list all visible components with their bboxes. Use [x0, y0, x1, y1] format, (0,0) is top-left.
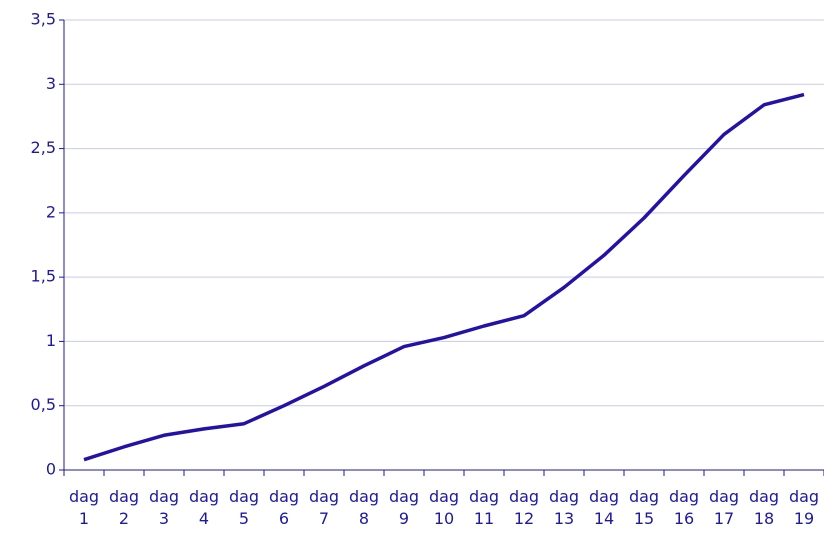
y-tick-label: 2,5: [31, 138, 56, 157]
x-tick-label: dag 13: [548, 487, 580, 528]
x-tick-label: dag 2: [108, 487, 140, 528]
x-tick-label: dag 16: [668, 487, 700, 528]
x-tick-label: dag 8: [348, 487, 380, 528]
x-tick-label: dag 19: [788, 487, 820, 528]
y-tick-label: 1: [46, 331, 56, 350]
x-tick-label: dag 14: [588, 487, 620, 528]
x-tick-label: dag 5: [228, 487, 260, 528]
y-tick-label: 3: [46, 74, 56, 93]
data-line: [83, 92, 805, 462]
x-tick-label: dag 1: [68, 487, 100, 528]
x-tick-label: dag 3: [148, 487, 180, 528]
x-tick-label: dag 11: [468, 487, 500, 528]
x-tick-label: dag 15: [628, 487, 660, 528]
y-tick-label: 3,5: [31, 10, 56, 29]
x-tick-label: dag 18: [748, 487, 780, 528]
x-tick-label: dag 10: [428, 487, 460, 528]
x-tick-label: dag 9: [388, 487, 420, 528]
y-tick-label: 1,5: [31, 267, 56, 286]
x-tick-label: dag 6: [268, 487, 300, 528]
y-tick-label: 0: [46, 460, 56, 479]
y-tick-label: 2: [46, 202, 56, 221]
x-tick-label: dag 4: [188, 487, 220, 528]
x-tick-label: dag 7: [308, 487, 340, 528]
x-tick-label: dag 17: [708, 487, 740, 528]
x-tick-label: dag 12: [508, 487, 540, 528]
y-tick-label: 0,5: [31, 395, 56, 414]
